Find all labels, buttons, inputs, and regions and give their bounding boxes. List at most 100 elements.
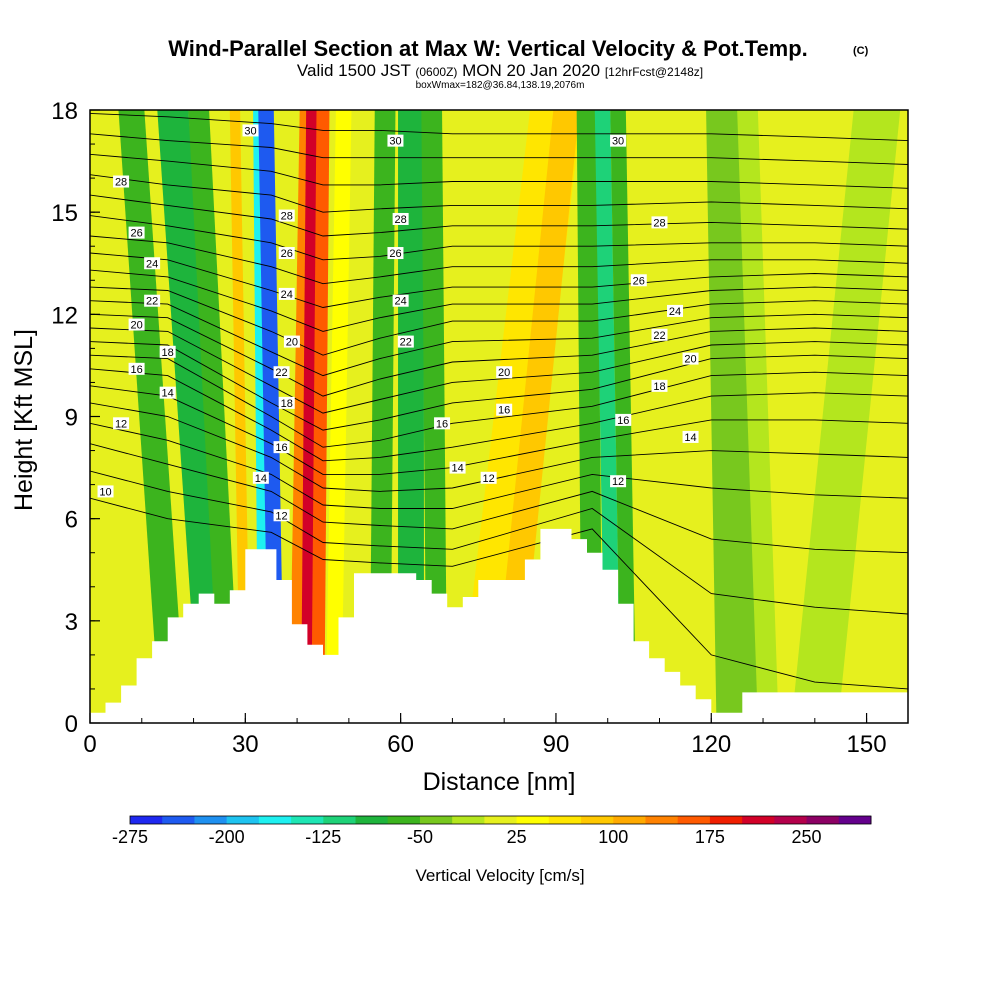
- isoline-18: [90, 341, 908, 431]
- colorbar-swatch-21: [806, 816, 840, 824]
- velocity-band-0: [90, 110, 116, 723]
- isoline-26: [90, 215, 908, 261]
- svg-text:28: 28: [395, 214, 407, 226]
- contour-label-22: 26: [387, 247, 404, 260]
- colorbar-swatch-22: [838, 816, 872, 824]
- svg-text:18: 18: [653, 381, 665, 393]
- svg-text:24: 24: [146, 258, 158, 270]
- contour-label-9: 10: [97, 485, 114, 498]
- colorbar-swatch-4: [258, 816, 292, 824]
- svg-text:26: 26: [633, 275, 645, 287]
- contour-label-19: 12: [273, 509, 290, 522]
- svg-text:22: 22: [146, 296, 158, 308]
- isoline-31: [90, 112, 908, 142]
- colorbar-swatch-7: [355, 816, 389, 824]
- contour-label-18: 14: [252, 471, 269, 485]
- y-tick-label-0: 0: [65, 711, 78, 738]
- colorbar-swatch-19: [742, 816, 775, 824]
- contour-label-35: 24: [667, 304, 684, 318]
- contour-label-0: 28: [113, 175, 130, 189]
- svg-text:28: 28: [653, 217, 665, 229]
- colorbar-tick-5: 100: [598, 827, 628, 847]
- velocity-band-21: [791, 110, 901, 723]
- velocity-band-1: [118, 110, 186, 723]
- subtitle-valid: Valid 1500 JST: [297, 61, 411, 80]
- colorbar-swatch-6: [323, 816, 357, 824]
- svg-text:26: 26: [130, 228, 142, 240]
- svg-text:20: 20: [130, 320, 142, 332]
- colorbar-swatch-17: [677, 816, 711, 824]
- colorbar: -275 -200 -125 -50 25 100 175 250: [112, 815, 872, 847]
- svg-text:16: 16: [130, 364, 142, 376]
- svg-text:14: 14: [451, 463, 463, 475]
- velocity-band-13: [421, 110, 448, 723]
- svg-text:24: 24: [395, 296, 407, 308]
- chart-subtitle-2: boxWmax=182@36.84,138.19,2076m: [416, 80, 585, 91]
- isoline-21: [90, 300, 908, 377]
- colorbar-swatch-10: [452, 816, 485, 824]
- theta-isolines: [90, 112, 908, 690]
- contour-label-25: 16: [434, 417, 451, 430]
- colorbar-swatch-9: [419, 816, 453, 824]
- x-axis-label: Distance [nm]: [423, 768, 576, 796]
- svg-text:30: 30: [389, 136, 401, 148]
- isoline-13: [90, 422, 908, 509]
- svg-text:28: 28: [115, 177, 127, 189]
- svg-text:18: 18: [281, 398, 293, 410]
- isoline-20: [90, 313, 908, 397]
- colorbar-tick-7: 250: [792, 827, 822, 847]
- colorbar-swatch-16: [645, 816, 679, 824]
- x-tick-label-2: 60: [387, 731, 414, 758]
- colorbar-tick-4: 25: [507, 827, 527, 847]
- contour-label-15: 22: [273, 366, 290, 379]
- colorbar-tick-2: -125: [305, 827, 341, 847]
- svg-text:16: 16: [436, 418, 448, 430]
- contour-label-31: 16: [615, 413, 632, 427]
- contour-label-23: 24: [392, 294, 409, 308]
- svg-text:16: 16: [275, 442, 287, 454]
- colorbar-tick-3: -50: [407, 827, 433, 847]
- colorbar-tick-6: 175: [695, 827, 725, 847]
- contour-label-13: 24: [278, 287, 295, 301]
- y-tick-label-2: 6: [65, 507, 78, 534]
- colorbar-swatch-1: [162, 816, 195, 824]
- title-mark: (C): [853, 45, 869, 57]
- colorbar-swatch-2: [194, 816, 228, 824]
- svg-text:14: 14: [255, 473, 267, 485]
- subtitle-forecast: [12hrFcst@2148z]: [605, 65, 703, 79]
- subtitle-date: MON 20 Jan 2020: [462, 61, 600, 80]
- svg-text:10: 10: [99, 486, 111, 498]
- y-axis-label: Height [Kft MSL]: [10, 329, 38, 511]
- isoline-30: [90, 133, 908, 165]
- contour-label-2: 24: [144, 257, 161, 270]
- contour-label-8: 12: [113, 417, 130, 430]
- contour-label-37: 20: [682, 352, 699, 366]
- contour-label-21: 28: [392, 212, 409, 226]
- contour-label-6: 16: [128, 362, 145, 376]
- isoline-28: [90, 174, 908, 213]
- svg-text:14: 14: [162, 388, 174, 400]
- colorbar-frame: [129, 815, 872, 825]
- terrain-mask: [90, 528, 908, 723]
- contour-label-29: 12: [480, 471, 497, 485]
- svg-text:22: 22: [400, 337, 412, 349]
- isoline-14: [90, 402, 908, 492]
- contour-label-34: 26: [630, 274, 647, 287]
- contour-label-12: 26: [278, 247, 295, 260]
- y-tick-label-4: 12: [51, 302, 78, 329]
- colorbar-tick-0: -275: [112, 827, 148, 847]
- svg-text:24: 24: [669, 306, 681, 318]
- colorbar-swatch-14: [581, 816, 614, 824]
- svg-text:30: 30: [244, 125, 256, 137]
- isoline-27: [90, 194, 908, 237]
- isoline-10: [90, 497, 908, 690]
- y-tick-label-1: 3: [65, 609, 78, 636]
- svg-text:16: 16: [498, 405, 510, 417]
- contour-label-7: 14: [159, 386, 176, 400]
- x-tick-label-5: 150: [847, 731, 887, 758]
- contour-label-24: 22: [397, 335, 414, 349]
- chart-subtitle: Valid 1500 JST (0600Z) MON 20 Jan 2020 […: [297, 61, 703, 80]
- colorbar-swatch-13: [548, 816, 582, 824]
- x-tick-label-0: 0: [83, 731, 96, 758]
